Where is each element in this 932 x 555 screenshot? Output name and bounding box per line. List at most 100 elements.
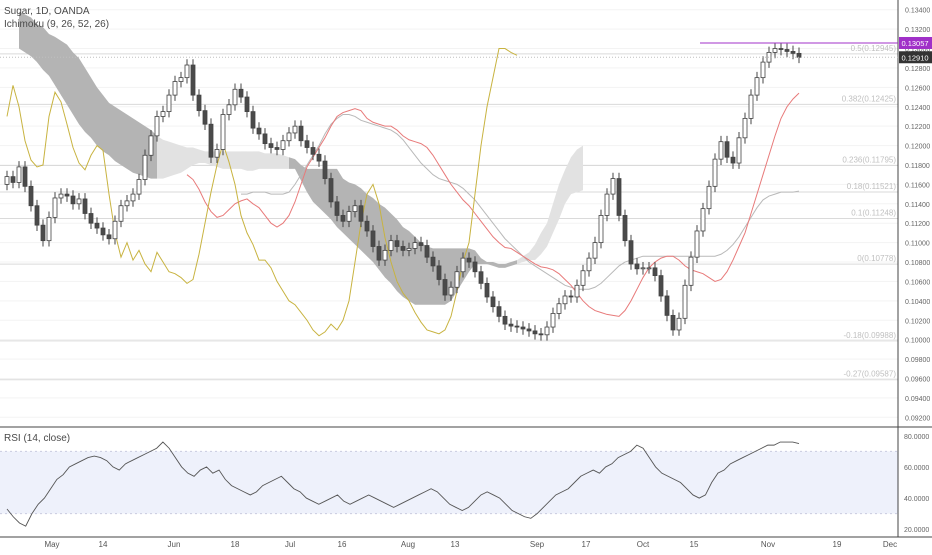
candle: [598, 215, 604, 244]
cloud-segment: [49, 33, 55, 86]
cloud-segment: [127, 114, 133, 173]
candle: [184, 64, 190, 79]
time-tick-label: 17: [582, 540, 591, 549]
time-tick-label: Aug: [401, 540, 415, 549]
candle: [790, 51, 796, 54]
candle: [352, 205, 358, 212]
candle: [364, 220, 370, 232]
candle: [742, 117, 748, 139]
candle: [550, 313, 556, 328]
candle: [172, 81, 178, 96]
cloud-segment: [175, 143, 181, 175]
candle: [688, 256, 694, 286]
cloud-segment: [97, 87, 103, 152]
price-tick-label: 0.10800: [905, 260, 930, 267]
cloud-segment: [571, 149, 577, 195]
cloud-segment: [559, 169, 565, 220]
candle: [658, 275, 664, 297]
ichimoku-lines: [6, 48, 800, 337]
candle: [106, 234, 112, 240]
price-tick-label: 0.12800: [905, 66, 930, 73]
candle: [460, 257, 466, 273]
cloud-segment: [271, 153, 277, 169]
candle: [610, 178, 616, 195]
cloud-segment: [475, 250, 481, 264]
candle: [202, 110, 208, 125]
price-tick-label: 0.11800: [905, 163, 930, 170]
candle: [676, 317, 682, 331]
price-tick-label: 0.13400: [905, 8, 930, 15]
candle: [250, 111, 256, 129]
fib-label: 0.5(0.12945): [851, 44, 897, 53]
price-badges: 0.13057 0.12910: [0, 36, 932, 64]
rsi-tick-label: 60.0000: [904, 465, 929, 472]
candle: [370, 230, 376, 247]
cloud-segment: [115, 106, 121, 165]
lagging-span-line: [6, 48, 518, 337]
ichimoku-legend: Ichimoku (9, 26, 52, 26): [4, 19, 110, 30]
candle: [406, 248, 412, 251]
candle: [682, 284, 688, 319]
candle: [556, 303, 562, 314]
cloud-segment: [133, 118, 139, 175]
candle: [310, 147, 316, 155]
cloud-segment: [199, 149, 205, 164]
cloud-segment: [313, 168, 319, 208]
candlesticks[interactable]: [4, 42, 802, 341]
price-tick-label: 0.13000: [905, 47, 930, 54]
candle: [316, 153, 322, 162]
cloud-segment: [109, 102, 115, 162]
candle: [292, 125, 298, 134]
cloud-segment: [103, 95, 109, 156]
cloud-segment: [379, 203, 385, 278]
candle: [412, 242, 418, 249]
candle: [208, 123, 214, 158]
cloud-segment: [187, 147, 193, 169]
candle: [238, 88, 244, 98]
candle: [274, 147, 280, 150]
cloud-segment: [31, 17, 37, 63]
fib-label: 0.382(0.12425): [842, 94, 897, 103]
rsi-pane[interactable]: [0, 441, 898, 527]
cloud-segment: [487, 262, 493, 266]
candle: [46, 216, 52, 242]
candle: [622, 215, 628, 242]
candle: [694, 230, 700, 258]
candle: [748, 94, 754, 119]
candle: [724, 141, 730, 158]
rsi-tick-label: 80.0000: [904, 434, 929, 441]
candle: [22, 166, 28, 187]
candle: [244, 96, 250, 113]
candle: [190, 64, 196, 96]
cloud-segment: [391, 213, 397, 292]
fib-label: 0.236(0.11795): [842, 155, 896, 164]
candle: [256, 127, 262, 135]
candle: [484, 282, 490, 298]
cloud-segment: [19, 11, 25, 53]
last-price-badge: [899, 51, 932, 64]
candle: [604, 193, 610, 216]
cloud-segment: [361, 188, 367, 257]
candle: [760, 61, 766, 79]
fib-label: 0.18(0.11521): [847, 182, 897, 191]
time-tick-label: 14: [99, 540, 108, 549]
cloud-segment: [445, 248, 451, 305]
candle: [262, 133, 268, 145]
candle: [700, 208, 706, 232]
candle: [718, 141, 724, 160]
candle: [520, 326, 526, 330]
rsi-band: [0, 451, 898, 514]
price-tick-label: 0.11000: [905, 241, 930, 248]
candle: [796, 52, 802, 58]
candle: [712, 158, 718, 187]
candle: [628, 240, 634, 265]
cloud-segment: [349, 182, 355, 245]
candle: [532, 330, 538, 335]
candle: [574, 284, 580, 298]
cloud-segment: [385, 207, 391, 284]
price-tick-label: 0.10200: [905, 318, 930, 325]
candle: [124, 200, 130, 207]
